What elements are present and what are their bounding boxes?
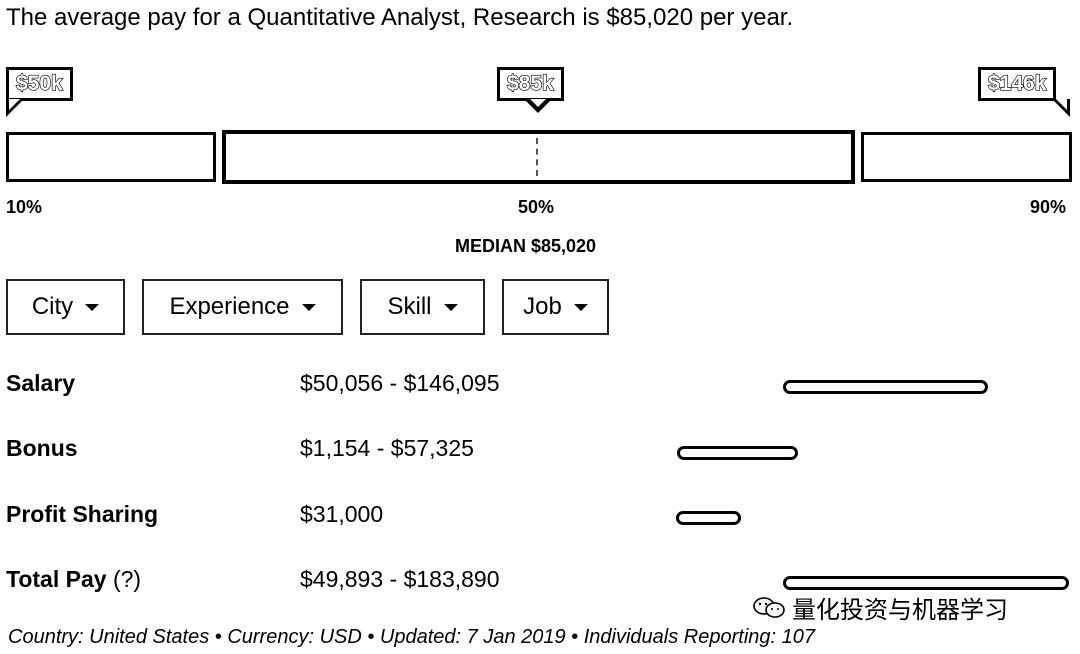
distribution-segment-low [6,132,216,182]
chevron-down-icon [301,303,316,311]
distribution-segment-middle [222,130,855,184]
total-pay-label: Total Pay (?) [6,566,142,592]
profit-sharing-value: $31,000 [300,501,384,527]
total-pay-range: $49,893 - $183,890 [300,566,500,592]
p10-label: 10% [6,197,43,217]
p10-marker-label: $50k [15,71,63,95]
filter-experience-dropdown[interactable]: Experience [142,279,343,335]
median-line [536,138,542,176]
chevron-down-icon [573,303,588,311]
p90-label: 90% [1030,197,1067,217]
total-pay-range-bar [783,576,1069,590]
filter-skill-dropdown[interactable]: Skill [360,279,485,335]
distribution-segment-high [861,132,1072,182]
watermark: 量化投资与机器学习 [752,590,1008,625]
bonus-range-bar [677,446,798,460]
page-title: The average pay for a Quantitative Analy… [6,4,794,31]
p90-marker-label: $146k [987,71,1047,95]
filter-experience-label: Experience [169,293,290,320]
filter-city-label: City [31,293,74,320]
profit-sharing-bar [676,511,741,525]
help-link[interactable]: (?) [112,566,142,592]
salary-label: Salary [6,370,76,396]
chevron-down-icon [443,303,458,311]
median-marker-label: $85k [506,71,554,95]
watermark-text: 量化投资与机器学习 [792,597,1008,624]
p50-label: 50% [518,197,555,217]
salary-range-bar [783,380,988,394]
filter-skill-label: Skill [387,293,432,320]
median-marker: $85k [497,67,564,101]
footer-meta: Country: United States • Currency: USD •… [8,626,815,648]
filter-city-dropdown[interactable]: City [6,279,125,335]
filter-job-label: Job [523,293,562,320]
filter-job-dropdown[interactable]: Job [502,279,609,335]
median-value: MEDIAN $85,020 [455,236,597,256]
chevron-down-icon [85,303,100,311]
chat-bubble-icon [753,596,785,618]
p10-marker: $50k [6,67,73,101]
p90-marker: $146k [978,67,1057,101]
profit-sharing-label: Profit Sharing [6,501,159,527]
salary-range: $50,056 - $146,095 [300,370,500,396]
bonus-label: Bonus [6,435,78,461]
bonus-range: $1,154 - $57,325 [300,435,474,461]
